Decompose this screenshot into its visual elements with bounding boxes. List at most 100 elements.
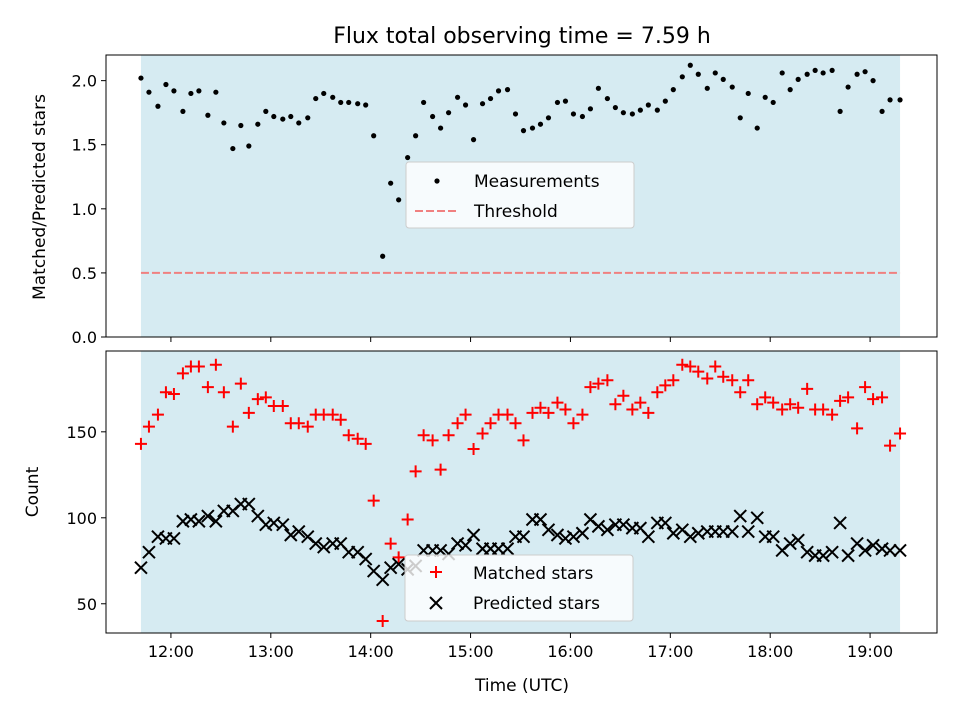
matched-star-point: [651, 386, 664, 399]
matched-star-point: [217, 386, 230, 399]
matched-star-point: [559, 403, 572, 416]
matched-star-point: [859, 381, 872, 394]
matched-star-point: [784, 398, 797, 411]
predicted-star-point: [375, 572, 390, 587]
matched-star-point: [834, 394, 847, 407]
matched-star-point: [776, 403, 789, 416]
measurement-point: [887, 97, 893, 103]
top-axes-frame: [105, 54, 938, 338]
measurement-point: [338, 99, 344, 106]
measurement-point: [255, 121, 261, 127]
predicted-star-point: [733, 509, 747, 523]
predicted-star-point: [167, 531, 181, 546]
measurement-point: [629, 111, 635, 117]
matched-star-point: [384, 537, 397, 550]
measurement-point: [355, 101, 361, 107]
matched-star-point: [567, 417, 580, 430]
measurement-point: [595, 85, 602, 91]
measurement-point: [737, 115, 743, 121]
predicted-star-point: [600, 523, 615, 537]
predicted-star-point: [500, 542, 515, 556]
measurement-point: [155, 103, 161, 109]
measurement-point: [654, 107, 660, 113]
measurement-point: [180, 108, 186, 114]
measurement-point: [479, 101, 486, 107]
measurement-point: [812, 67, 818, 73]
matched-star-point: [367, 494, 380, 507]
matched-star-point: [801, 382, 814, 395]
matched-star-point: [326, 408, 339, 421]
x-axis-label: Time (UTC): [474, 676, 569, 696]
measurement-point: [770, 99, 776, 106]
predicted-star-point: [833, 516, 847, 530]
measurement-point: [520, 128, 527, 134]
top-y-tick-label: 0.5: [72, 264, 97, 283]
measurement-point: [897, 97, 903, 103]
predicted-star-point: [750, 511, 764, 525]
matched-star-point: [734, 386, 747, 399]
predicted-star-point: [383, 560, 398, 575]
matched-star-point: [592, 377, 605, 390]
measurement-point: [762, 94, 768, 100]
measurement-point: [679, 74, 685, 80]
measurement-point: [845, 84, 851, 90]
predicted-star-point: [176, 514, 190, 528]
top-y-axis-label: Matched/Predicted stars: [30, 94, 50, 300]
matched-star-point: [509, 417, 522, 430]
measurement-point: [246, 143, 252, 149]
matched-star-point: [817, 403, 830, 416]
bottom-x-tick-label: 12:00: [148, 642, 194, 661]
measurement-point: [163, 81, 169, 88]
measurement-point: [221, 120, 227, 126]
matched-star-point: [767, 396, 780, 409]
measurement-point: [820, 70, 826, 76]
measurement-point: [405, 154, 411, 161]
matched-star-point: [551, 396, 564, 409]
predicted-star-point: [558, 531, 573, 546]
matched-star-point: [701, 372, 714, 385]
top-legend-box: [405, 161, 635, 229]
measurement-point: [579, 113, 586, 120]
predicted-star-point: [284, 528, 298, 542]
matched-star-point: [584, 381, 597, 394]
top-y-tick-label: 2.0: [72, 72, 97, 91]
measurement-point: [263, 108, 269, 114]
bottom-x-tick-label: 13:00: [248, 642, 294, 661]
measurement-point: [238, 122, 244, 129]
matched-star-point: [301, 420, 314, 433]
predicted-star-point: [575, 526, 590, 540]
matched-star-point: [467, 443, 480, 456]
matched-star-point: [634, 396, 647, 409]
bottom-x-tick-label: 16:00: [547, 642, 593, 661]
matched-star-point: [259, 391, 272, 404]
matched-star-point: [151, 408, 164, 421]
matched-star-point: [442, 429, 455, 442]
bottom-x-tick-label: 18:00: [747, 642, 793, 661]
measurement-point: [645, 102, 651, 108]
measurement-point: [804, 71, 810, 77]
measurement-point: [695, 71, 701, 77]
predicted-star-point: [883, 543, 897, 558]
predicted-star-point: [866, 538, 880, 553]
predicted-star-point: [658, 516, 673, 530]
matched-star-point: [359, 437, 372, 450]
measurement-point: [570, 111, 577, 117]
matched-star-point: [159, 386, 172, 399]
predicted-star-point: [541, 523, 556, 537]
matched-star-point: [242, 406, 255, 419]
measurement-point: [637, 107, 643, 113]
predicted-star-point: [800, 545, 814, 559]
predicted-star-point: [816, 548, 830, 563]
measurement-point: [313, 95, 319, 102]
matched-star-point: [717, 370, 730, 383]
predicted-star-point: [466, 528, 481, 542]
measurement-point: [829, 67, 835, 73]
predicted-star-point: [292, 524, 306, 539]
matched-star-point: [884, 439, 897, 452]
predicted-star-point: [841, 548, 855, 563]
measurement-point: [371, 133, 377, 139]
matched-star-point: [234, 377, 247, 390]
measurement-point: [363, 102, 369, 108]
matched-star-point: [167, 387, 180, 400]
matched-star-point: [692, 365, 705, 378]
